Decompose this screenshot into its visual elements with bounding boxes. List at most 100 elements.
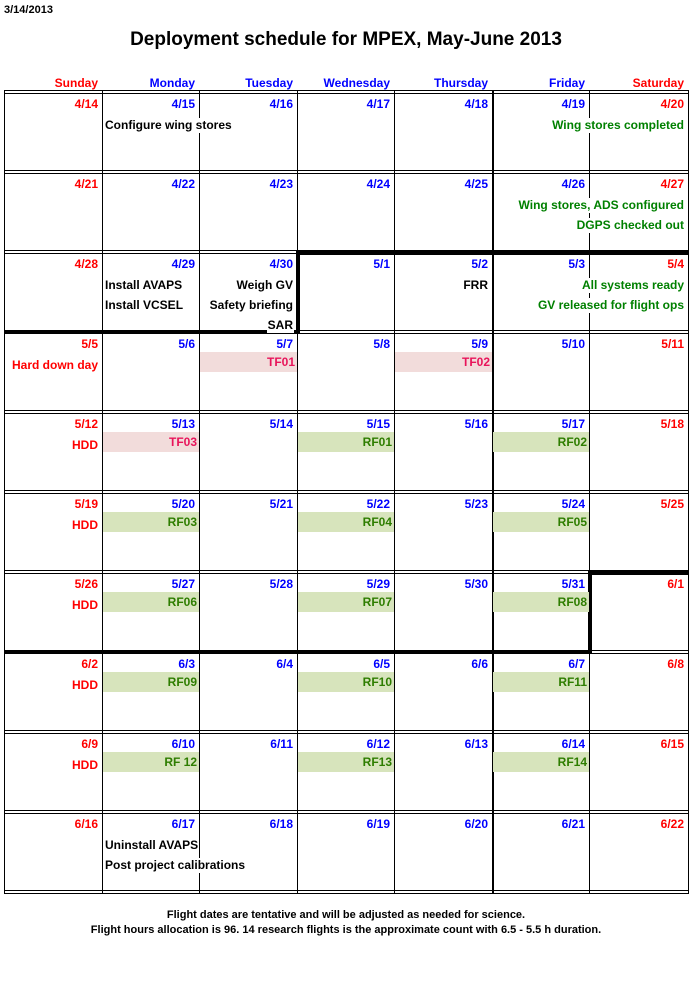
print-date: 3/14/2013 [4,4,53,16]
day-date: 5/8 [373,337,390,351]
flight-bar-rf13: RF13 [298,752,394,772]
row-divider [4,173,688,174]
event-label: Uninstall AVAPS [104,838,200,853]
day-date: 5/3 [568,257,585,271]
day-date: 6/13 [464,737,488,751]
event-label: HDD [71,758,99,773]
day-date: 4/29 [171,257,195,271]
event-label: DGPS checked out [575,218,685,233]
flight-bar-rf09: RF09 [103,672,199,692]
day-date: 4/30 [269,257,293,271]
flight-bar-tf03: TF03 [103,432,199,452]
event-label: Install AVAPS [104,278,184,293]
column-divider [199,90,200,894]
day-date: 6/16 [74,817,98,831]
column-divider [297,90,298,894]
month-outline [296,251,300,333]
day-date: 5/11 [661,337,684,351]
flight-bar-rf06: RF06 [103,592,199,612]
event-label: SAR [266,318,294,333]
day-date: 5/27 [171,577,195,591]
row-divider [4,730,688,731]
day-date: 5/28 [269,577,293,591]
event-label: FRR [462,278,489,293]
day-date: 4/24 [366,177,390,191]
day-date: 6/21 [561,817,585,831]
column-divider [4,90,5,894]
row-divider [4,170,688,171]
day-date: 6/1 [667,577,684,591]
flight-bar-rf05: RF05 [493,512,589,532]
event-label: Post project calibrations [104,858,247,873]
month-outline [297,251,688,255]
row-divider [4,90,688,91]
column-divider [102,90,103,894]
day-date: 5/2 [471,257,488,271]
row-divider [4,810,688,811]
flight-bar-rf04: RF04 [298,512,394,532]
month-outline [588,571,592,653]
day-date: 5/25 [660,497,684,511]
day-date: 6/14 [561,737,585,751]
day-date: 4/19 [561,97,585,111]
day-date: 4/21 [74,177,98,191]
row-divider [4,413,688,414]
flight-bar-rf11: RF11 [493,672,589,692]
day-date: 5/22 [366,497,390,511]
day-date: 6/18 [269,817,293,831]
row-divider [4,490,688,491]
day-date: 5/6 [178,337,195,351]
event-label: HDD [71,518,99,533]
flight-bar-rf14: RF14 [493,752,589,772]
day-date: 4/23 [269,177,293,191]
column-divider [589,90,590,894]
day-header-saturday: Saturday [632,76,684,90]
day-date: 5/29 [366,577,390,591]
day-date: 4/26 [561,177,585,191]
event-label: GV released for flight ops [536,298,685,313]
day-date: 4/22 [171,177,195,191]
day-date: 6/6 [471,657,488,671]
event-label: Install VCSEL [104,298,185,313]
day-date: 5/30 [464,577,488,591]
day-header-monday: Monday [149,76,195,90]
day-date: 4/16 [269,97,293,111]
month-outline [4,650,592,654]
day-header-tuesday: Tuesday [245,76,293,90]
flight-bar-tf01: TF01 [200,352,297,372]
day-date: 5/15 [366,417,390,431]
day-date: 5/16 [464,417,488,431]
day-date: 5/23 [464,497,488,511]
event-label: Wing stores, ADS configured [517,198,685,213]
event-label: HDD [71,438,99,453]
flight-bar-rf08: RF08 [493,592,589,612]
row-divider [4,890,688,891]
footer-note-2: Flight hours allocation is 96. 14 resear… [90,924,602,936]
day-date: 6/22 [660,817,684,831]
day-date: 5/24 [561,497,585,511]
day-date: 5/1 [373,257,390,271]
event-label: Safety briefing [208,298,294,313]
flight-bar-rf02: RF02 [493,432,589,452]
month-outline [589,571,688,575]
flight-bar-rf07: RF07 [298,592,394,612]
event-label: Wing stores completed [551,118,685,133]
day-date: 6/20 [464,817,488,831]
day-date: 6/4 [276,657,293,671]
month-outline [4,330,299,334]
day-header-wednesday: Wednesday [323,76,390,90]
column-divider [492,90,494,894]
day-date: 6/5 [373,657,390,671]
flight-bar-rf10: RF10 [298,672,394,692]
event-label: Configure wing stores [104,118,233,133]
day-date: 5/14 [269,417,293,431]
day-date: 5/9 [471,337,488,351]
day-header-sunday: Sunday [54,76,98,90]
day-date: 5/13 [171,417,195,431]
day-date: 5/21 [269,497,293,511]
row-divider [4,250,688,251]
day-date: 6/10 [171,737,195,751]
day-date: 6/3 [178,657,195,671]
row-divider [4,733,688,734]
